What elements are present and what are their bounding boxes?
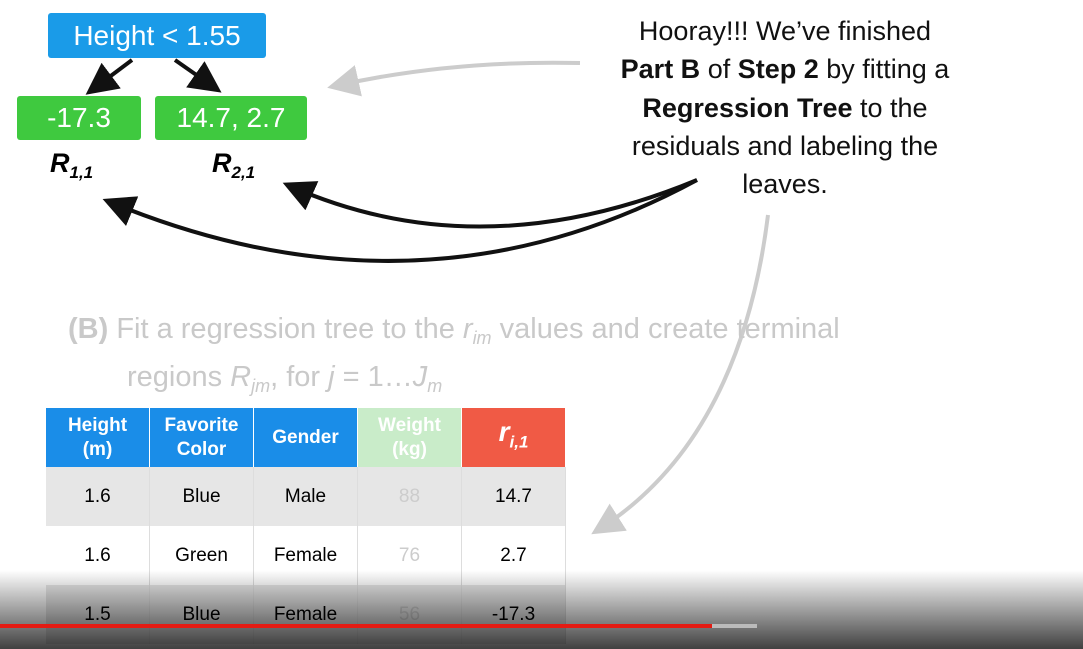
text-segment: Fit a regression tree to the xyxy=(108,313,463,345)
text-line: Hooray!!! We’ve finished xyxy=(560,12,1010,50)
pointer-arrow xyxy=(327,60,581,97)
text-line: residuals and labeling the xyxy=(560,127,1010,165)
column-header: Height (m) xyxy=(46,408,150,467)
text-segment: J xyxy=(412,361,428,393)
text-segment: , for xyxy=(270,361,329,393)
header-label: Gender xyxy=(272,426,339,448)
region-symbol: R xyxy=(50,148,70,178)
tree-edge xyxy=(173,58,222,93)
text-segment: m xyxy=(427,376,443,396)
table-cell: 14.7 xyxy=(461,467,566,526)
text-line: Regression Tree to the xyxy=(560,89,1010,127)
text-line: leaves. xyxy=(560,165,1010,203)
table-cell: Blue xyxy=(149,467,254,526)
header-subscript: i,1 xyxy=(509,432,529,452)
step-text: (B) Fit a regression tree to the rim val… xyxy=(68,310,840,406)
text-segment: (B) xyxy=(68,313,109,345)
text-segment: of xyxy=(700,54,738,85)
region-label: R2,1 xyxy=(212,148,255,183)
text-segment: jm xyxy=(251,376,271,396)
video-shade xyxy=(0,570,1083,649)
column-header: Gender xyxy=(253,408,358,467)
text-line: Part B of Step 2 by fitting a xyxy=(560,50,1010,88)
text-segment: Hooray!!! We’ve finished xyxy=(638,16,932,46)
header-label: r xyxy=(498,416,510,448)
pointer-arrow xyxy=(282,178,698,229)
table-cell: 1.6 xyxy=(46,467,150,526)
text-segment: r xyxy=(462,313,473,345)
header-label: Favorite Color xyxy=(164,414,239,460)
pointer-arrow xyxy=(102,178,698,263)
text-segment: leaves. xyxy=(742,169,828,200)
text-line: regions Rjm, for j = 1…Jm xyxy=(68,358,840,406)
text-segment: by fitting a xyxy=(818,54,950,85)
column-header: ri,1 xyxy=(461,408,566,467)
text-segment: Step 2 xyxy=(737,54,819,85)
table-cell: 88 xyxy=(357,467,462,526)
table-row: 1.6 Blue Male 88 14.7 xyxy=(46,467,566,526)
region-label: R1,1 xyxy=(50,148,93,183)
header-label: Height (m) xyxy=(67,414,128,460)
tree-leaf: 14.7, 2.7 xyxy=(155,96,307,140)
text-segment: j xyxy=(328,361,335,393)
progress-bar[interactable] xyxy=(0,624,712,628)
pointer-arrow xyxy=(591,214,770,535)
text-segment: im xyxy=(472,328,492,348)
text-segment: R xyxy=(230,361,252,393)
header-label: Weight (kg) xyxy=(378,414,441,460)
region-subscript: 2,1 xyxy=(231,163,256,182)
tree-root: Height < 1.55 xyxy=(48,13,266,58)
text-segment: Part B xyxy=(620,54,701,85)
text-segment: values and create terminal xyxy=(491,313,840,345)
tree-leaf: -17.3 xyxy=(17,96,141,140)
text-segment: residuals and labeling the xyxy=(631,130,939,161)
tree-edge xyxy=(85,58,134,95)
text-segment: to the xyxy=(852,92,928,123)
region-symbol: R xyxy=(212,148,232,178)
text-line: (B) Fit a regression tree to the rim val… xyxy=(68,310,840,358)
text-segment: regions xyxy=(127,361,231,393)
column-header: Favorite Color xyxy=(149,408,254,467)
table-cell: Male xyxy=(253,467,358,526)
text-segment: Regression Tree xyxy=(642,92,853,123)
text-segment: = 1… xyxy=(334,361,413,393)
region-subscript: 1,1 xyxy=(69,163,94,182)
column-header: Weight (kg) xyxy=(357,408,462,467)
callout: Hooray!!! We’ve finished Part B of Step 2… xyxy=(560,12,1010,203)
